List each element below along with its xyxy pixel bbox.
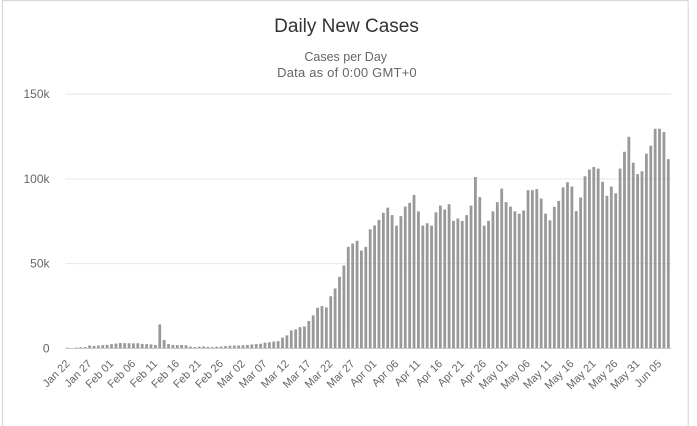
svg-text:150k: 150k [23,87,50,101]
svg-text:0: 0 [43,342,50,356]
svg-text:50k: 50k [30,257,50,271]
svg-text:Daily New Cases: Daily New Cases [274,16,419,37]
svg-text:Cases per Day: Cases per Day [304,50,387,64]
svg-text:100k: 100k [23,172,50,186]
svg-text:Data as of 0:00 GMT+0: Data as of 0:00 GMT+0 [277,65,417,80]
